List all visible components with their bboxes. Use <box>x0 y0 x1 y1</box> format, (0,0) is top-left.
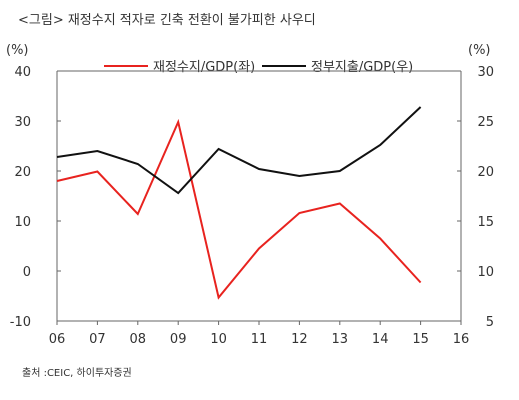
x-tick-label: 15 <box>412 332 429 347</box>
y-right-tick-label: 25 <box>477 115 494 130</box>
axes: -10 0 10 20 30 40 5 10 15 20 25 30 06 07 08 09 10 11 12 13 1… <box>10 65 494 347</box>
y-right-tick-label: 30 <box>477 65 494 80</box>
x-tick-label: 16 <box>453 332 470 347</box>
legend-label-1: 재정수지/GDP(좌) <box>153 60 255 75</box>
x-tick-label: 11 <box>251 332 268 347</box>
series-line-1 <box>56 118 422 300</box>
series-line-2 <box>56 106 422 195</box>
y-left-tick-label: 0 <box>23 265 31 280</box>
y-left-tick-label: 30 <box>14 115 31 130</box>
x-tick-label: 08 <box>130 332 147 347</box>
chart-title: <그림> 재정수지 적자로 긴축 전환이 불가피한 사우디 <box>18 13 316 28</box>
series-group <box>56 106 422 300</box>
y-right-unit: (%) <box>468 43 491 58</box>
y-left-tick-label: 10 <box>14 215 31 230</box>
y-right-tick-label: 5 <box>486 315 494 330</box>
x-tick-label: 10 <box>210 332 227 347</box>
y-right-tick-label: 15 <box>477 215 494 230</box>
x-tick-label: 09 <box>170 332 187 347</box>
x-tick-label: 06 <box>49 332 66 347</box>
legend: 재정수지/GDP(좌) 정부지출/GDP(우) <box>104 60 413 75</box>
x-tick-label: 07 <box>89 332 106 347</box>
x-tick-label: 12 <box>291 332 308 347</box>
y-left-tick-label: 40 <box>14 65 31 80</box>
y-right-tick-label: 10 <box>477 265 494 280</box>
legend-label-2: 정부지출/GDP(우) <box>311 60 413 75</box>
x-tick-label: 14 <box>372 332 389 347</box>
y-left-tick-label: -10 <box>10 315 31 330</box>
y-left-tick-label: 20 <box>14 165 31 180</box>
y-left-unit: (%) <box>6 43 29 58</box>
x-tick-label: 13 <box>332 332 349 347</box>
y-right-tick-label: 20 <box>477 165 494 180</box>
source-note: 출처 :CEIC, 하이투자증권 <box>22 366 132 379</box>
